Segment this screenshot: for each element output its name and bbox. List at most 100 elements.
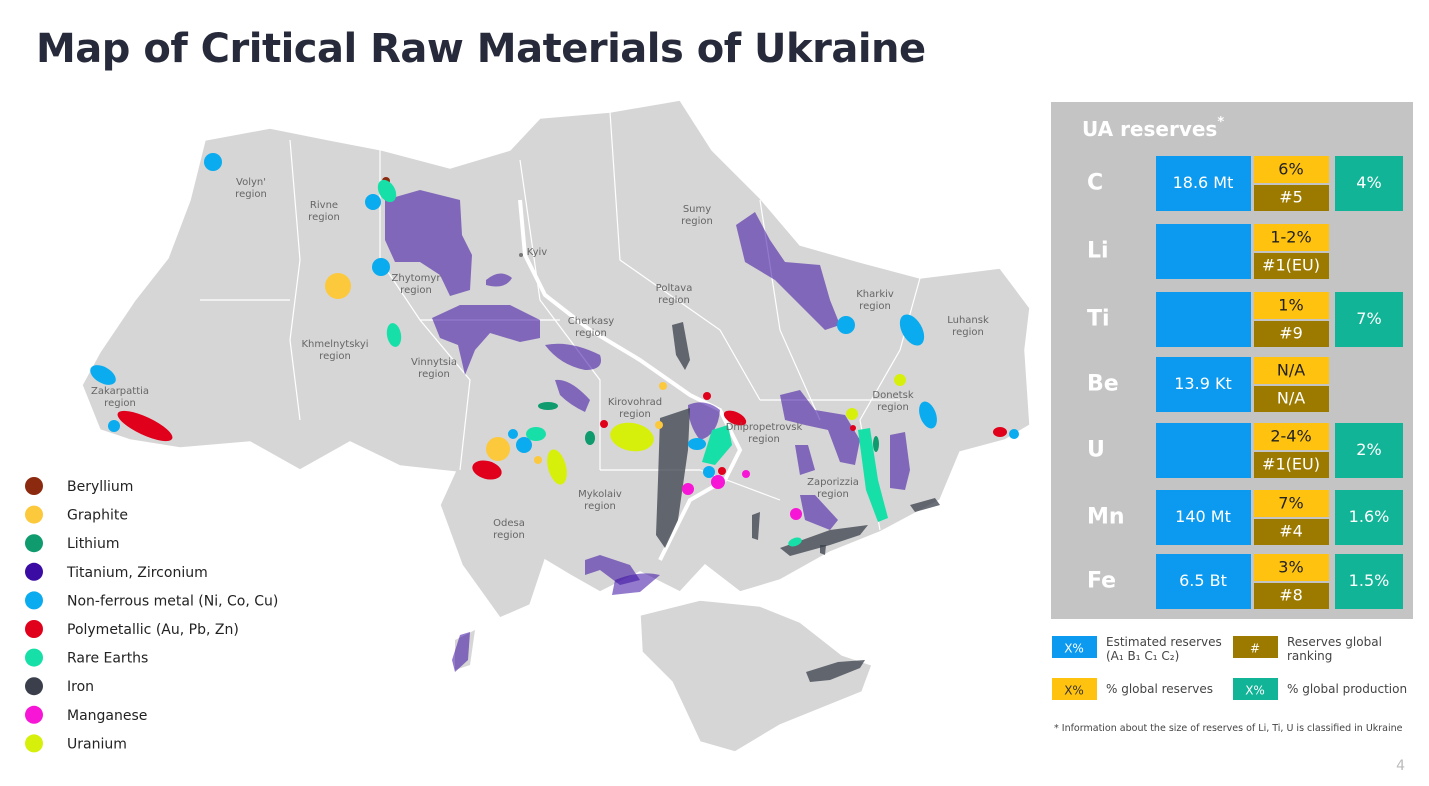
deposit (545, 343, 601, 370)
deposit (432, 305, 540, 375)
deposit (790, 508, 802, 520)
legend-label: Rare Earths (67, 651, 148, 667)
region-suffix: region (681, 216, 713, 227)
region-label: Poltava region (656, 283, 693, 306)
rank-box (1254, 452, 1329, 478)
rank-value: #5 (1279, 188, 1303, 207)
footnote: * Information about the size of reserves… (1054, 723, 1403, 734)
key-swatch (1052, 636, 1097, 658)
key-symbol: X% (1064, 684, 1084, 698)
deposit (780, 390, 860, 465)
share-box (1254, 292, 1329, 319)
legend-swatch (25, 705, 43, 724)
region-suffix: region (619, 409, 651, 420)
key-text: Reserves global ranking (1287, 635, 1382, 663)
rank-box (1254, 185, 1329, 211)
deposit (890, 432, 910, 490)
deposit (682, 483, 694, 495)
region-name: Cherkasy (568, 316, 615, 327)
city-dot (519, 253, 523, 257)
legend-swatch (25, 734, 43, 753)
key-text: % global production (1287, 682, 1407, 696)
element-symbol: Be (1087, 372, 1119, 397)
share-value: 1% (1278, 296, 1303, 315)
deposit (718, 467, 726, 475)
deposit (486, 273, 512, 287)
deposit (452, 632, 470, 672)
region-name: Khmelnytskyi (301, 339, 368, 350)
key-text: % global reserves (1106, 682, 1213, 696)
ukraine-map (81, 99, 1031, 753)
deposit (472, 460, 502, 480)
deposit (656, 408, 690, 548)
deposit (486, 437, 510, 461)
production-value: 7% (1356, 309, 1381, 328)
region-suffix: region (400, 285, 432, 296)
deposit (800, 495, 838, 530)
region-label: Cherkasy region (568, 316, 615, 339)
production-value: 1.5% (1349, 571, 1390, 590)
region-label: Kirovohrad region (608, 397, 662, 420)
deposit (90, 365, 116, 385)
deposit (372, 258, 390, 276)
legend-label: Manganese (67, 708, 147, 724)
region-name: Vinnytsia (411, 357, 457, 368)
region-name: Luhansk (947, 315, 989, 326)
region-suffix: region (104, 398, 136, 409)
legend-label: Graphite (67, 508, 128, 524)
deposit (919, 401, 937, 429)
reserves-value: 6.5 Bt (1179, 571, 1227, 590)
region-name: Volyn' (236, 177, 266, 188)
key-symbol: X% (1245, 684, 1265, 698)
deposit (585, 431, 595, 445)
table-title-text: UA reserves (1082, 117, 1217, 141)
rank-box (1254, 253, 1329, 279)
region-suffix: region (877, 402, 909, 413)
rank-box (1254, 519, 1329, 545)
deposit (516, 437, 532, 453)
share-box (1254, 423, 1329, 450)
reserves-box (1156, 554, 1251, 609)
deposit (547, 449, 567, 485)
deposit (555, 379, 590, 412)
region-name: Kirovohrad (608, 397, 662, 408)
region-name: Poltava (656, 283, 693, 294)
deposit (820, 545, 826, 555)
region-name: Mykolaiv (578, 489, 622, 500)
mainland (81, 99, 1031, 619)
reserves-value: 140 Mt (1175, 507, 1231, 526)
legend-label: Beryllium (67, 479, 133, 495)
reserves-value: 18.6 Mt (1173, 173, 1234, 192)
deposit (723, 410, 747, 426)
deposit (325, 273, 351, 299)
key-swatch (1052, 678, 1097, 700)
region-name: Kharkiv (856, 289, 894, 300)
region-suffix: region (575, 328, 607, 339)
deposit (788, 537, 802, 547)
deposit (780, 525, 868, 556)
element-symbol: U (1087, 438, 1105, 463)
rank-value: #1(EU) (1262, 256, 1320, 275)
deposit (659, 382, 667, 390)
title: Map of Critical Raw Materials of Ukraine (36, 26, 926, 72)
legend-swatch (25, 620, 43, 638)
legend-swatch (25, 534, 43, 553)
deposit (752, 512, 760, 540)
deposit (850, 425, 856, 431)
production-value: 4% (1356, 173, 1381, 192)
deposit (858, 428, 888, 522)
region-name: Zaporizzia (807, 477, 859, 488)
key-swatch (1233, 678, 1278, 700)
deposit (385, 190, 472, 296)
region-label: Zaporizzia region (807, 477, 859, 500)
region-label: Kharkiv region (856, 289, 894, 312)
deposit (711, 475, 725, 489)
production-box (1335, 156, 1403, 211)
reserves-box (1156, 490, 1251, 545)
rank-box (1254, 321, 1329, 347)
production-box (1335, 292, 1403, 347)
production-value: 1.6% (1349, 507, 1390, 526)
share-box (1254, 224, 1329, 251)
region-suffix: region (952, 327, 984, 338)
share-box (1254, 357, 1329, 384)
